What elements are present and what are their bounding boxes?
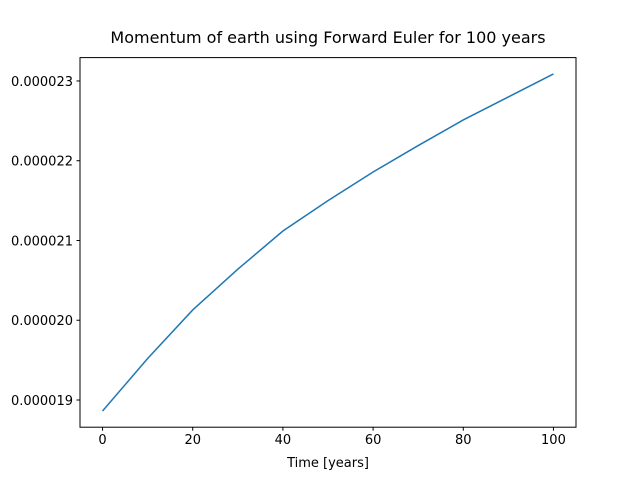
chart-title: Momentum of earth using Forward Euler fo… xyxy=(110,28,545,47)
x-tick-label: 80 xyxy=(455,433,472,448)
axes-frame xyxy=(79,57,577,428)
x-tick-label: 0 xyxy=(98,433,106,448)
y-tick-label: 0.000020 xyxy=(11,314,73,329)
x-tick-label: 60 xyxy=(365,433,382,448)
data-line xyxy=(101,73,554,412)
x-tick-label: 20 xyxy=(184,433,201,448)
x-tick-label: 40 xyxy=(275,433,292,448)
y-tick-label: 0.000019 xyxy=(11,394,73,409)
x-tick-label: 100 xyxy=(541,433,566,448)
y-tick-label: 0.000021 xyxy=(11,234,73,249)
y-tick-label: 0.000022 xyxy=(11,155,73,170)
x-axis-label: Time [years] xyxy=(286,456,369,471)
y-tick-label: 0.000023 xyxy=(11,75,73,90)
